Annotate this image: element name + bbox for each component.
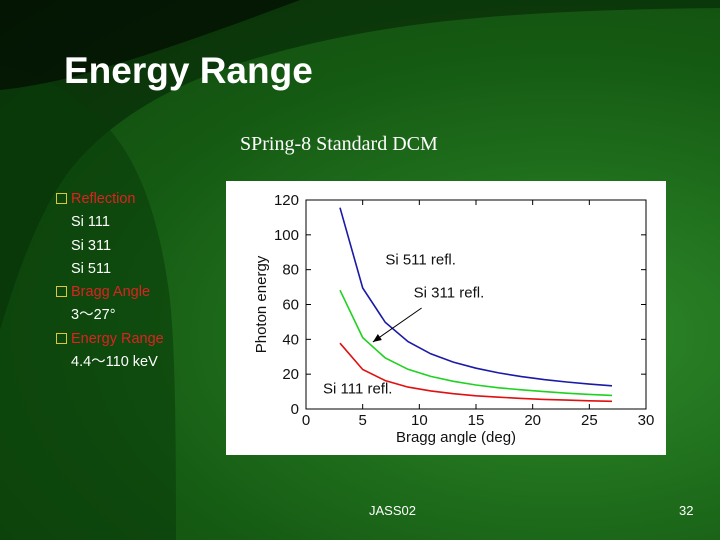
x-tick-label: 15 — [468, 412, 485, 429]
page-number: 32 — [679, 503, 694, 518]
y-tick-label: 40 — [282, 331, 299, 348]
bullet-heading: Energy Range — [56, 328, 164, 351]
x-tick-label: 25 — [581, 412, 598, 429]
annotation-arrow-head — [372, 333, 382, 342]
checkbox-bullet-icon — [56, 286, 67, 298]
y-axis-label: Photon energy — [253, 255, 270, 353]
series-annotation-label: Si 111 refl. — [323, 380, 392, 397]
checkbox-bullet-icon — [56, 332, 67, 344]
x-tick-label: 20 — [524, 412, 541, 429]
chart-subtitle: SPring-8 Standard DCM — [240, 133, 438, 155]
series-annotation-label: Si 311 refl. — [414, 285, 485, 302]
bullet-subitem: Si 311 — [71, 237, 112, 254]
x-tick-label: 30 — [638, 412, 655, 429]
series-annotation-label: Si 511 refl. — [385, 251, 456, 268]
bullet-subitem: Si 111 — [71, 214, 110, 231]
slide-title: Energy Range — [64, 50, 313, 91]
y-tick-label: 60 — [282, 297, 299, 314]
series-line — [339, 342, 613, 403]
x-tick-label: 10 — [411, 412, 428, 429]
bullet-heading-label: Bragg Angle — [71, 284, 151, 301]
bullet-subitem: 3～27° — [71, 307, 116, 324]
y-tick-label: 80 — [282, 262, 299, 279]
plot-frame — [305, 199, 647, 410]
bullet-subitem: Si 511 — [71, 260, 112, 277]
series-line — [339, 207, 613, 387]
y-tick-label: 100 — [274, 227, 299, 244]
y-tick-label: 20 — [282, 366, 299, 383]
footer-label: JASS02 — [369, 503, 416, 518]
energy-vs-angle-chart: 0 5 10 15 20 25 30 0 20 40 60 80 100 120 Bragg angle (… — [253, 192, 655, 446]
chart-panel: 0 5 10 15 20 25 30 0 20 40 60 80 100 120 Bragg angle (… — [226, 181, 666, 455]
y-tick-label: 120 — [274, 192, 299, 209]
bullet-list: Reflection Si 111 Si 311 Si 511 Bragg An… — [56, 188, 164, 374]
x-tick-label: 0 — [302, 412, 310, 429]
x-axis-label: Bragg angle (deg) — [396, 429, 516, 446]
bullet-heading: Reflection — [56, 188, 164, 211]
bullet-heading-label: Reflection — [71, 191, 136, 207]
bullet-subitem: 4.4～110 keV — [71, 354, 158, 371]
bullet-heading: Bragg Angle — [56, 281, 164, 304]
series-line — [339, 289, 613, 397]
checkbox-bullet-icon — [56, 193, 67, 204]
annotation-arrow-shaft — [372, 307, 422, 343]
y-tick-label: 0 — [291, 401, 299, 418]
x-tick-label: 5 — [358, 412, 366, 429]
bullet-heading-label: Energy Range — [71, 330, 164, 347]
